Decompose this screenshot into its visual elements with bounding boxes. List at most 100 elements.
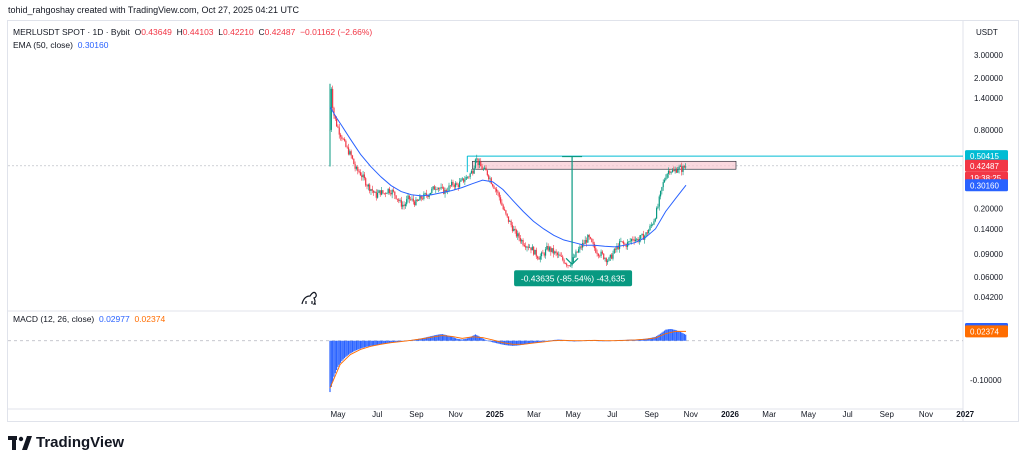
macd-histogram-bar bbox=[427, 336, 429, 341]
candle-body bbox=[506, 213, 508, 217]
time-tick-label: Sep bbox=[409, 410, 424, 419]
candle-body bbox=[505, 210, 507, 214]
chart-frame[interactable]: -0.43635 (-85.54%) -43,635 3.00000 2.0000… bbox=[7, 20, 1019, 422]
price-tick-label: 2.00000 bbox=[974, 74, 1003, 83]
candle-body bbox=[542, 252, 544, 254]
candle-body bbox=[544, 249, 547, 256]
price-pane: -0.43635 (-85.54%) -43,635 bbox=[8, 83, 963, 305]
candle-body bbox=[384, 193, 387, 195]
candle-body bbox=[456, 183, 458, 185]
candle-body bbox=[525, 246, 527, 248]
macd-histogram-bar bbox=[681, 332, 683, 341]
candle-body bbox=[607, 260, 609, 263]
macd-pane bbox=[8, 328, 963, 393]
macd-histogram-bar bbox=[481, 338, 483, 341]
candle-body bbox=[611, 254, 613, 259]
time-tick-label: Nov bbox=[684, 410, 698, 419]
candle-body bbox=[678, 166, 680, 170]
candle-body bbox=[423, 193, 425, 199]
macd-histogram-bar bbox=[392, 340, 395, 343]
candle-body bbox=[663, 179, 666, 183]
candle-body bbox=[458, 181, 461, 188]
candle-body bbox=[377, 192, 379, 198]
candle-body bbox=[349, 151, 351, 155]
price-tick-label: 0.09000 bbox=[974, 250, 1003, 259]
candle-body bbox=[600, 251, 602, 256]
candle-body bbox=[432, 186, 434, 189]
candle-body bbox=[351, 155, 354, 159]
macd-histogram-bar bbox=[433, 335, 436, 341]
candle-body bbox=[529, 247, 531, 249]
close-label: C bbox=[258, 27, 265, 37]
macd-histogram-bar bbox=[544, 340, 547, 342]
change-value: −0.01162 (−2.66%) bbox=[300, 27, 373, 37]
macd-histogram-bar bbox=[419, 338, 421, 341]
chart-canvas[interactable]: -0.43635 (-85.54%) -43,635 3.00000 2.0000… bbox=[8, 21, 1018, 421]
macd-histogram-bar bbox=[355, 340, 358, 351]
candle-body bbox=[670, 171, 672, 173]
macd-histogram-bar bbox=[378, 340, 380, 345]
macd-histogram-bar bbox=[465, 338, 467, 341]
measure-label: -0.43635 (-85.54%) -43,635 bbox=[521, 273, 626, 283]
macd-histogram-bar bbox=[373, 340, 375, 346]
macd-histogram-bar bbox=[480, 337, 482, 341]
macd-histogram-bar bbox=[513, 340, 515, 346]
candle-body bbox=[662, 182, 664, 188]
macd-histogram-bar bbox=[353, 340, 355, 352]
candle-body bbox=[592, 241, 594, 244]
candle-body bbox=[435, 189, 437, 190]
candle-body bbox=[616, 246, 618, 250]
candle-body bbox=[367, 184, 369, 187]
candle-body bbox=[552, 248, 555, 254]
macd-histogram-bar bbox=[345, 340, 347, 357]
macd-histogram-bar bbox=[661, 332, 663, 341]
open-label: O bbox=[134, 27, 142, 37]
macd-histogram-bar bbox=[675, 330, 678, 341]
candle-body bbox=[601, 251, 603, 254]
candle-body bbox=[507, 216, 510, 222]
measure-box bbox=[514, 270, 633, 287]
macd-histogram-bar bbox=[394, 340, 396, 343]
candle-body bbox=[437, 188, 440, 190]
grid bbox=[8, 21, 964, 421]
candle-body bbox=[583, 243, 585, 244]
macd-histogram-bar bbox=[367, 340, 369, 347]
candle-body bbox=[436, 189, 438, 190]
price-tick-label: 0.14000 bbox=[974, 225, 1003, 234]
macd-histogram-bar bbox=[525, 340, 527, 345]
macd-histogram-bar bbox=[543, 340, 545, 342]
candle-body bbox=[462, 178, 465, 182]
macd-histogram-bar bbox=[455, 338, 457, 341]
candle-body bbox=[476, 158, 478, 160]
candle-body bbox=[620, 241, 622, 242]
candle-body bbox=[675, 169, 678, 173]
candle-body bbox=[342, 138, 344, 140]
signal-line bbox=[329, 330, 687, 389]
candle-body bbox=[387, 188, 389, 194]
macd-histogram-bar bbox=[473, 335, 475, 341]
macd-histogram-bar bbox=[510, 340, 512, 346]
macd-histogram-bar bbox=[336, 340, 338, 371]
candle-body bbox=[379, 190, 381, 195]
macd-histogram-bar bbox=[645, 338, 647, 341]
ema-legend: EMA (50, close) 0.30160 bbox=[13, 40, 108, 50]
candle-body bbox=[501, 202, 503, 206]
macd-histogram-bar bbox=[449, 336, 451, 341]
candle-body bbox=[343, 139, 346, 141]
candle-body bbox=[369, 184, 371, 191]
candle-body bbox=[673, 170, 675, 172]
macd-histogram-bar bbox=[490, 340, 492, 342]
macd-histogram-bar bbox=[677, 330, 679, 341]
macd-histogram-bar bbox=[421, 338, 424, 341]
candle-body bbox=[492, 184, 494, 186]
macd-histogram-bar bbox=[669, 329, 671, 341]
candle-body bbox=[599, 255, 601, 257]
candle-body bbox=[497, 191, 499, 193]
macd-histogram-bar bbox=[472, 335, 474, 341]
macd-histogram-bar bbox=[350, 340, 352, 353]
candle-body bbox=[399, 200, 401, 201]
candle-body bbox=[633, 239, 635, 242]
candle-body bbox=[477, 158, 479, 166]
price-tag bbox=[965, 150, 1008, 163]
candle-body bbox=[526, 246, 528, 248]
